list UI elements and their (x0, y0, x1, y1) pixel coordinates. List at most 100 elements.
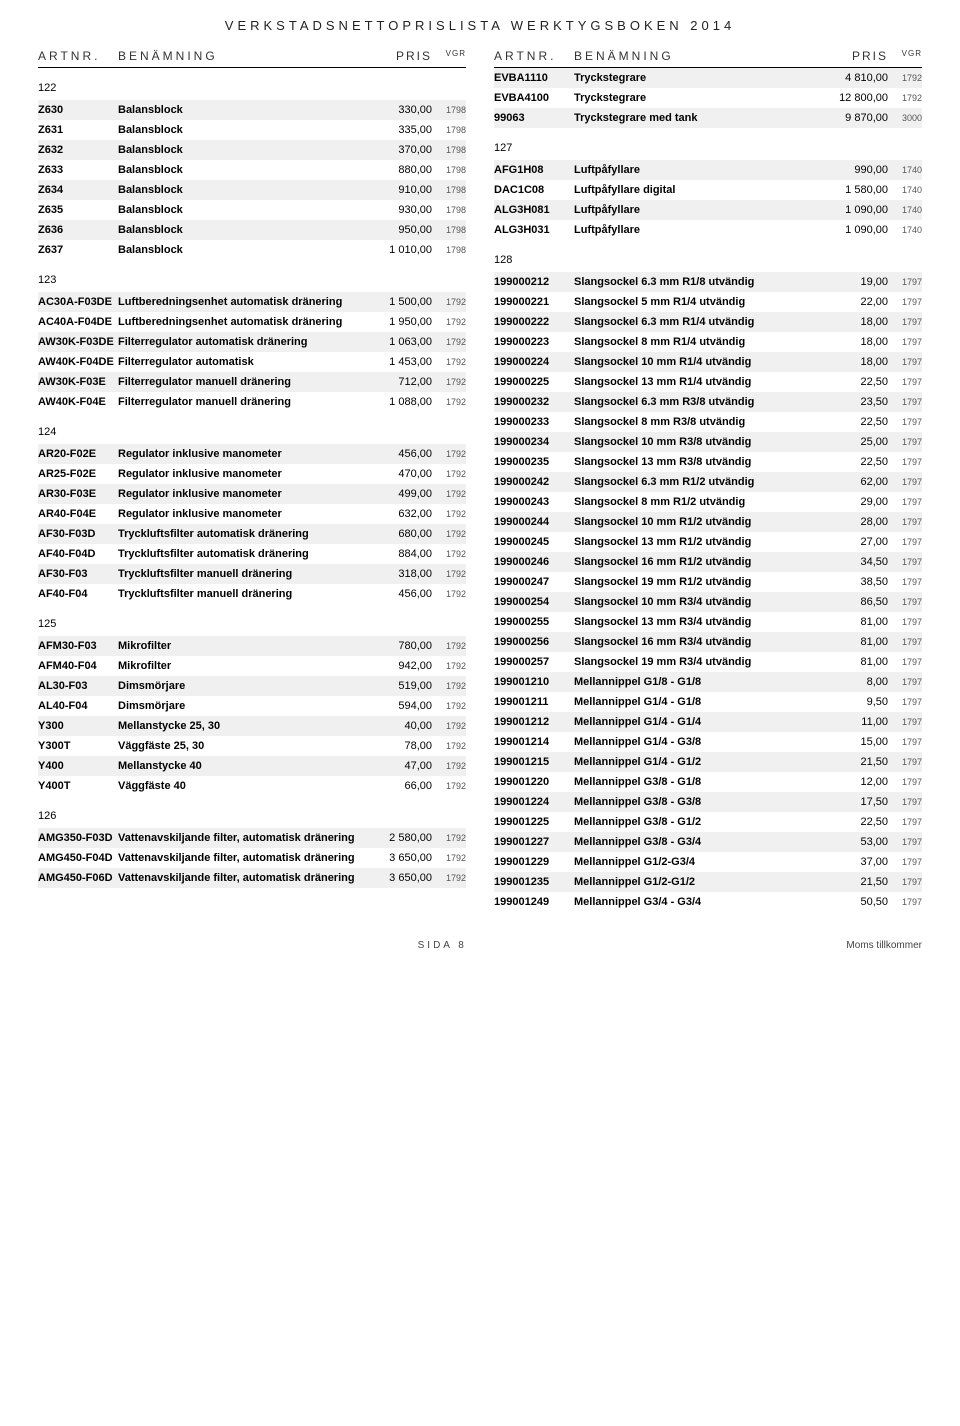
cell-vgr: 1792 (432, 377, 466, 387)
cell-pris: 632,00 (372, 508, 432, 520)
cell-name: Luftberedningsenhet automatisk dränering (118, 316, 372, 328)
cell-vgr: 1792 (432, 761, 466, 771)
col-header-left: ARTNR. BENÄMNING PRIS VGR (38, 41, 466, 68)
cell-pris: 17,50 (828, 796, 888, 808)
cell-name: Balansblock (118, 144, 372, 156)
table-row: AW40K-F04EFilterregulator manuell dräner… (38, 392, 466, 412)
table-row: 199001249Mellannippel G3/4 - G3/450,5017… (494, 892, 922, 912)
cell-pris: 880,00 (372, 164, 432, 176)
cell-art: AW40K-F04DE (38, 356, 118, 368)
table-row: 99063Tryckstegrare med tank9 870,003000 (494, 108, 922, 128)
table-row: 199000256Slangsockel 16 mm R3/4 utvändig… (494, 632, 922, 652)
cell-art: 199000245 (494, 536, 574, 548)
table-row: 199000246Slangsockel 16 mm R1/2 utvändig… (494, 552, 922, 572)
table-row: 199000255Slangsockel 13 mm R3/4 utvändig… (494, 612, 922, 632)
cell-name: Tryckluftsfilter manuell dränering (118, 588, 372, 600)
cell-art: Z637 (38, 244, 118, 256)
cell-art: Y300 (38, 720, 118, 732)
table-row: 199001229Mellannippel G1/2-G3/437,001797 (494, 852, 922, 872)
cell-vgr: 1797 (888, 477, 922, 487)
cell-vgr: 1792 (432, 701, 466, 711)
cell-art: 199001229 (494, 856, 574, 868)
table-row: EVBA4100Tryckstegrare12 800,001792 (494, 88, 922, 108)
table-row: 199001225Mellannippel G3/8 - G1/222,5017… (494, 812, 922, 832)
cell-pris: 519,00 (372, 680, 432, 692)
table-row: Z633Balansblock880,001798 (38, 160, 466, 180)
cell-art: DAC1C08 (494, 184, 574, 196)
cell-vgr: 1797 (888, 897, 922, 907)
cell-art: AL30-F03 (38, 680, 118, 692)
table-row: AR40-F04ERegulator inklusive manometer63… (38, 504, 466, 524)
table-row: ALG3H081Luftpåfyllare1 090,001740 (494, 200, 922, 220)
cell-art: 199000222 (494, 316, 574, 328)
cell-pris: 22,50 (828, 376, 888, 388)
cell-name: Dimsmörjare (118, 680, 372, 692)
cell-name: Balansblock (118, 184, 372, 196)
cell-vgr: 1792 (432, 317, 466, 327)
table-row: EVBA1110Tryckstegrare4 810,001792 (494, 68, 922, 88)
cell-art: 199000243 (494, 496, 574, 508)
cell-pris: 1 090,00 (828, 204, 888, 216)
cell-name: Slangsockel 16 mm R1/2 utvändig (574, 556, 828, 568)
hdr-vgr: VGR (432, 49, 466, 63)
table-row: AC40A-F04DELuftberedningsenhet automatis… (38, 312, 466, 332)
table-row: AW30K-F03EFilterregulator manuell dräner… (38, 372, 466, 392)
cell-name: Slangsockel 13 mm R3/4 utvändig (574, 616, 828, 628)
table-row: Z630Balansblock330,001798 (38, 100, 466, 120)
cell-name: Slangsockel 6.3 mm R1/8 utvändig (574, 276, 828, 288)
table-row: 199000234Slangsockel 10 mm R3/8 utvändig… (494, 432, 922, 452)
cell-art: Z633 (38, 164, 118, 176)
table-row: 199000254Slangsockel 10 mm R3/4 utvändig… (494, 592, 922, 612)
cell-pris: 1 453,00 (372, 356, 432, 368)
cell-vgr: 1797 (888, 457, 922, 467)
table-row: Z637Balansblock1 010,001798 (38, 240, 466, 260)
cell-art: 199000246 (494, 556, 574, 568)
section-label: 126 (38, 796, 466, 828)
cell-name: Slangsockel 19 mm R3/4 utvändig (574, 656, 828, 668)
hdr-art: ARTNR. (494, 49, 574, 63)
cell-vgr: 1792 (432, 357, 466, 367)
cell-art: 199000244 (494, 516, 574, 528)
cell-pris: 27,00 (828, 536, 888, 548)
cell-art: AFG1H08 (494, 164, 574, 176)
cell-vgr: 1792 (432, 337, 466, 347)
right-column: ARTNR. BENÄMNING PRIS VGR EVBA1110Trycks… (494, 41, 922, 912)
table-row: 199000244Slangsockel 10 mm R1/2 utvändig… (494, 512, 922, 532)
cell-pris: 29,00 (828, 496, 888, 508)
table-row: 199000245Slangsockel 13 mm R1/2 utvändig… (494, 532, 922, 552)
table-row: Y400Mellanstycke 4047,001792 (38, 756, 466, 776)
cell-vgr: 1797 (888, 717, 922, 727)
cell-name: Slangsockel 6.3 mm R1/4 utvändig (574, 316, 828, 328)
cell-pris: 21,50 (828, 756, 888, 768)
footer: SIDA 8 Moms tillkommer (0, 932, 960, 971)
cell-name: Balansblock (118, 204, 372, 216)
cell-art: AFM40-F04 (38, 660, 118, 672)
table-row: AW30K-F03DEFilterregulator automatisk dr… (38, 332, 466, 352)
table-row: 199000235Slangsockel 13 mm R3/8 utvändig… (494, 452, 922, 472)
cell-art: 199000225 (494, 376, 574, 388)
cell-name: Slangsockel 5 mm R1/4 utvändig (574, 296, 828, 308)
cell-pris: 22,50 (828, 816, 888, 828)
cell-name: Slangsockel 8 mm R1/2 utvändig (574, 496, 828, 508)
cell-pris: 86,50 (828, 596, 888, 608)
cell-pris: 4 810,00 (828, 72, 888, 84)
cell-pris: 1 010,00 (372, 244, 432, 256)
columns-wrap: ARTNR. BENÄMNING PRIS VGR 122Z630Balansb… (0, 41, 960, 932)
cell-art: 199001220 (494, 776, 574, 788)
cell-vgr: 1797 (888, 397, 922, 407)
table-row: 199000257Slangsockel 19 mm R3/4 utvändig… (494, 652, 922, 672)
cell-name: Slangsockel 6.3 mm R3/8 utvändig (574, 396, 828, 408)
cell-art: 199000257 (494, 656, 574, 668)
cell-name: Luftpåfyllare digital (574, 184, 828, 196)
cell-art: 199000234 (494, 436, 574, 448)
cell-art: AW30K-F03DE (38, 336, 118, 348)
cell-name: Slangsockel 13 mm R1/2 utvändig (574, 536, 828, 548)
cell-vgr: 1798 (432, 105, 466, 115)
cell-art: 199000235 (494, 456, 574, 468)
cell-vgr: 1792 (432, 721, 466, 731)
cell-pris: 8,00 (828, 676, 888, 688)
cell-name: Regulator inklusive manometer (118, 468, 372, 480)
table-row: Z635Balansblock930,001798 (38, 200, 466, 220)
cell-name: Mellannippel G1/2-G1/2 (574, 876, 828, 888)
cell-name: Slangsockel 16 mm R3/4 utvändig (574, 636, 828, 648)
